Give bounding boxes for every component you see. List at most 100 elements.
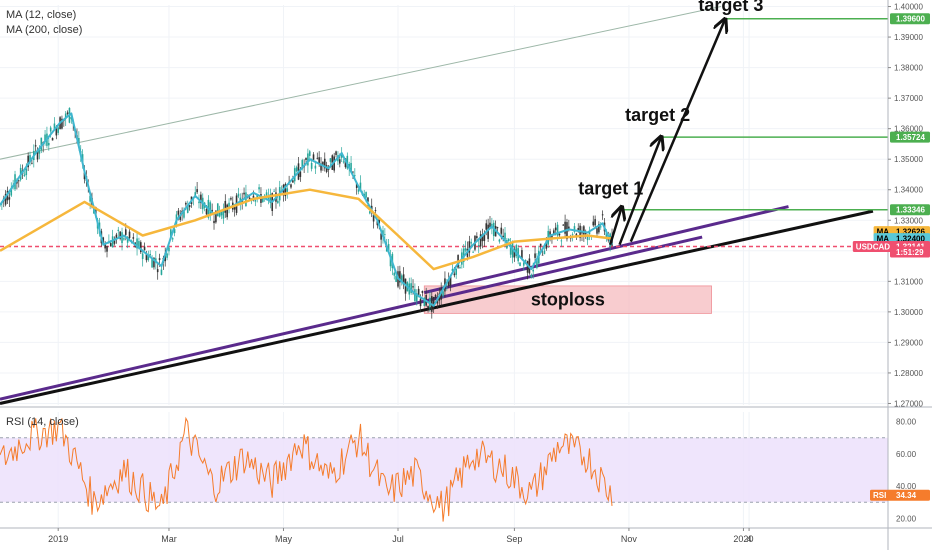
legend-rsi[interactable]: RSI (14, close) (6, 416, 79, 428)
price-tick-label: 1.30000 (894, 308, 923, 317)
legend-ma200[interactable]: MA (200, close) (6, 24, 83, 36)
price-tag-label-3: MA (877, 228, 890, 237)
candle-body (198, 201, 200, 204)
candle-body (560, 240, 563, 242)
candle-body (519, 262, 521, 266)
price-tick-label: 1.27000 (894, 399, 923, 408)
candle-body (44, 134, 46, 143)
candle-body (402, 274, 405, 285)
price-tick-label: 1.29000 (894, 338, 923, 347)
candle-body (489, 222, 491, 228)
drawings-front: target 1 target 2 target 3 stoploss (531, 0, 764, 310)
candle-body (224, 200, 227, 213)
candle-body (477, 245, 480, 246)
candle-body (49, 127, 52, 132)
candle-body (389, 255, 392, 267)
candle-body (156, 269, 159, 273)
candle-body (245, 192, 247, 207)
candle-body (29, 155, 31, 163)
candle-body (502, 235, 504, 238)
price-tag-value-1: 1.35724 (896, 133, 925, 142)
candle-body (81, 154, 84, 163)
price-tick-label: 1.35000 (894, 155, 923, 164)
candle-body (61, 118, 63, 129)
candle-body (504, 232, 506, 240)
candle-body (393, 272, 396, 276)
price-tag-6 (890, 246, 930, 258)
trendline-0 (0, 209, 874, 405)
candle-body (575, 233, 578, 237)
drawings-back (0, 6, 888, 405)
legend-ma12[interactable]: MA (12, close) (6, 9, 77, 21)
candle-body (459, 266, 461, 269)
candle-body (115, 234, 118, 240)
candle-body (354, 175, 356, 176)
candle-body (170, 229, 172, 237)
candle-body (121, 232, 123, 244)
rsi-band-lines (0, 437, 888, 503)
candle-body (586, 235, 589, 241)
candle-body (117, 229, 120, 231)
candle-body (316, 157, 319, 159)
candle-body (464, 248, 467, 251)
candle-body (434, 294, 437, 298)
candle-body (350, 162, 352, 173)
candle-body (94, 206, 97, 216)
candle-body (365, 192, 367, 198)
time-tick-label: Mar (161, 534, 177, 544)
candle-body (17, 180, 20, 182)
arrow-3 (629, 20, 725, 243)
time-tick-label: May (275, 534, 293, 544)
price-tick-label: 1.40000 (894, 3, 923, 12)
candle-body (34, 145, 37, 147)
series-layer (0, 112, 613, 522)
rsi-tick-label: 40.00 (896, 482, 917, 491)
candle-body (498, 239, 501, 242)
price-tag-value-0: 1.39600 (896, 15, 925, 24)
price-tick-label: 1.36000 (894, 125, 923, 134)
candle-body (243, 192, 245, 195)
candle-body (292, 180, 294, 183)
candle-body (483, 233, 486, 241)
candle-body (556, 224, 559, 236)
candle-body (171, 238, 174, 240)
candle-body (417, 288, 420, 297)
candle-body (472, 251, 474, 253)
target-3-label: target 3 (698, 0, 763, 15)
trendline-3 (0, 6, 722, 160)
candle-body (372, 214, 375, 222)
candle-body (399, 271, 401, 283)
rsi-tick-label: 80.00 (896, 418, 917, 427)
candle-body (290, 184, 292, 188)
candle-body (481, 234, 484, 242)
candle-body (151, 258, 153, 268)
candle-body (412, 286, 414, 288)
candle-body (119, 231, 121, 239)
candle-body (38, 150, 41, 154)
rsi-line (0, 416, 613, 522)
candle-body (226, 204, 228, 218)
candle-body (526, 261, 529, 273)
candle-body (128, 231, 131, 239)
candle-body (577, 227, 580, 231)
price-tag-label-4: MA (877, 235, 890, 244)
candle-body (500, 227, 503, 234)
candle-body (188, 205, 191, 208)
candle-body (584, 232, 587, 235)
candle-body (277, 200, 279, 203)
candle-body (273, 190, 275, 192)
candle-body (605, 232, 608, 239)
candle-body (4, 193, 7, 205)
candle-body (25, 168, 28, 176)
candle-body (323, 158, 326, 169)
candle-body (400, 275, 403, 282)
candle-body (293, 168, 296, 182)
candle-body (216, 203, 219, 217)
candle-body (314, 165, 317, 169)
candle-body (522, 262, 525, 266)
candle-body (329, 158, 332, 162)
candle-body (352, 171, 354, 173)
candle-body (310, 162, 313, 169)
candle-body (147, 254, 150, 261)
